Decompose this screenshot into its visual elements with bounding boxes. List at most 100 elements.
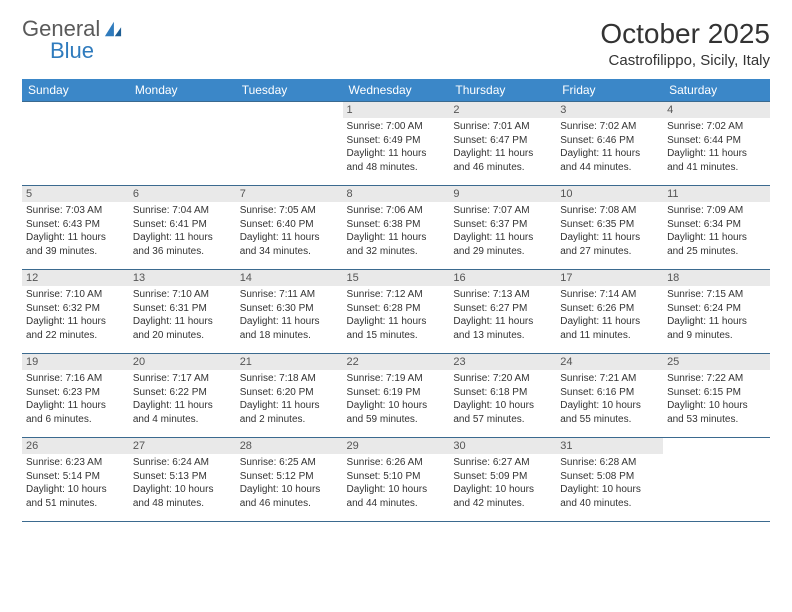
day-number: 12 xyxy=(22,270,129,286)
day-cell xyxy=(663,438,770,522)
sunset-text: Sunset: 6:24 PM xyxy=(667,302,766,316)
day-number: 17 xyxy=(556,270,663,286)
daylight-text: Daylight: 11 hours and 39 minutes. xyxy=(26,231,125,258)
day-details: Sunrise: 7:10 AMSunset: 6:31 PMDaylight:… xyxy=(133,288,232,342)
daylight-text: Daylight: 11 hours and 44 minutes. xyxy=(560,147,659,174)
sunset-text: Sunset: 6:28 PM xyxy=(347,302,446,316)
sunset-text: Sunset: 6:37 PM xyxy=(453,218,552,232)
day-details: Sunrise: 7:17 AMSunset: 6:22 PMDaylight:… xyxy=(133,372,232,426)
location: Castrofilippo, Sicily, Italy xyxy=(600,52,770,69)
sunrise-text: Sunrise: 7:09 AM xyxy=(667,204,766,218)
day-number: 2 xyxy=(449,102,556,118)
day-number: 23 xyxy=(449,354,556,370)
daylight-text: Daylight: 10 hours and 51 minutes. xyxy=(26,483,125,510)
sunset-text: Sunset: 6:41 PM xyxy=(133,218,232,232)
day-number: 19 xyxy=(22,354,129,370)
daylight-text: Daylight: 10 hours and 42 minutes. xyxy=(453,483,552,510)
day-cell: 4Sunrise: 7:02 AMSunset: 6:44 PMDaylight… xyxy=(663,102,770,186)
sunset-text: Sunset: 6:15 PM xyxy=(667,386,766,400)
day-details: Sunrise: 7:18 AMSunset: 6:20 PMDaylight:… xyxy=(240,372,339,426)
day-number: 11 xyxy=(663,186,770,202)
col-saturday: Saturday xyxy=(663,79,770,102)
sunset-text: Sunset: 6:23 PM xyxy=(26,386,125,400)
week-row: 12Sunrise: 7:10 AMSunset: 6:32 PMDayligh… xyxy=(22,270,770,354)
day-details: Sunrise: 7:16 AMSunset: 6:23 PMDaylight:… xyxy=(26,372,125,426)
day-cell: 28Sunrise: 6:25 AMSunset: 5:12 PMDayligh… xyxy=(236,438,343,522)
day-details: Sunrise: 7:15 AMSunset: 6:24 PMDaylight:… xyxy=(667,288,766,342)
sunrise-text: Sunrise: 7:13 AM xyxy=(453,288,552,302)
day-number: 30 xyxy=(449,438,556,454)
day-cell: 2 Sunrise: 7:01 AMSunset: 6:47 PMDaylight… xyxy=(449,102,556,186)
week-row: 1Sunrise: 7:00 AMSunset: 6:49 PMDaylight… xyxy=(22,102,770,186)
day-cell: 29Sunrise: 6:26 AMSunset: 5:10 PMDayligh… xyxy=(343,438,450,522)
day-details: Sunrise: 7:09 AMSunset: 6:34 PMDaylight:… xyxy=(667,204,766,258)
week-row: 19 Sunrise: 7:16 AMSunset: 6:23 PMDayligh… xyxy=(22,354,770,438)
day-cell: 1Sunrise: 7:00 AMSunset: 6:49 PMDaylight… xyxy=(343,102,450,186)
sunrise-text: Sunrise: 6:24 AM xyxy=(133,456,232,470)
day-cell: 15Sunrise: 7:12 AMSunset: 6:28 PMDayligh… xyxy=(343,270,450,354)
day-number: 13 xyxy=(129,270,236,286)
daylight-text: Daylight: 10 hours and 40 minutes. xyxy=(560,483,659,510)
sunrise-text: Sunrise: 6:23 AM xyxy=(26,456,125,470)
sunset-text: Sunset: 6:27 PM xyxy=(453,302,552,316)
day-cell xyxy=(22,102,129,186)
day-number: 7 xyxy=(236,186,343,202)
col-thursday: Thursday xyxy=(449,79,556,102)
sunset-text: Sunset: 5:13 PM xyxy=(133,470,232,484)
sunrise-text: Sunrise: 7:21 AM xyxy=(560,372,659,386)
day-details: Sunrise: 7:00 AMSunset: 6:49 PMDaylight:… xyxy=(347,120,446,174)
col-sunday: Sunday xyxy=(22,79,129,102)
day-number: 10 xyxy=(556,186,663,202)
sunrise-text: Sunrise: 7:14 AM xyxy=(560,288,659,302)
sunset-text: Sunset: 6:40 PM xyxy=(240,218,339,232)
sunrise-text: Sunrise: 7:10 AM xyxy=(26,288,125,302)
day-cell xyxy=(129,102,236,186)
day-number: 5 xyxy=(22,186,129,202)
sunrise-text: Sunrise: 7:00 AM xyxy=(347,120,446,134)
day-number: 29 xyxy=(343,438,450,454)
sunrise-text: Sunrise: 7:07 AM xyxy=(453,204,552,218)
sunrise-text: Sunrise: 6:28 AM xyxy=(560,456,659,470)
day-details: Sunrise: 7:14 AMSunset: 6:26 PMDaylight:… xyxy=(560,288,659,342)
day-number: 3 xyxy=(556,102,663,118)
col-monday: Monday xyxy=(129,79,236,102)
sunrise-text: Sunrise: 7:19 AM xyxy=(347,372,446,386)
day-cell: 22Sunrise: 7:19 AMSunset: 6:19 PMDayligh… xyxy=(343,354,450,438)
day-details: Sunrise: 7:22 AMSunset: 6:15 PMDaylight:… xyxy=(667,372,766,426)
daylight-text: Daylight: 11 hours and 2 minutes. xyxy=(240,399,339,426)
day-details: Sunrise: 7:06 AMSunset: 6:38 PMDaylight:… xyxy=(347,204,446,258)
day-number: 22 xyxy=(343,354,450,370)
day-number: 25 xyxy=(663,354,770,370)
daylight-text: Daylight: 10 hours and 53 minutes. xyxy=(667,399,766,426)
sunrise-text: Sunrise: 7:10 AM xyxy=(133,288,232,302)
day-cell: 13 Sunrise: 7:10 AMSunset: 6:31 PMDayligh… xyxy=(129,270,236,354)
sunrise-text: Sunrise: 6:26 AM xyxy=(347,456,446,470)
sunset-text: Sunset: 6:30 PM xyxy=(240,302,339,316)
day-cell: 14Sunrise: 7:11 AMSunset: 6:30 PMDayligh… xyxy=(236,270,343,354)
daylight-text: Daylight: 10 hours and 46 minutes. xyxy=(240,483,339,510)
daylight-text: Daylight: 11 hours and 18 minutes. xyxy=(240,315,339,342)
sunset-text: Sunset: 6:47 PM xyxy=(453,134,552,148)
day-cell: 30Sunrise: 6:27 AMSunset: 5:09 PMDayligh… xyxy=(449,438,556,522)
day-cell: 10Sunrise: 7:08 AMSunset: 6:35 PMDayligh… xyxy=(556,186,663,270)
sunrise-text: Sunrise: 7:03 AM xyxy=(26,204,125,218)
day-cell: 26Sunrise: 6:23 AMSunset: 5:14 PMDayligh… xyxy=(22,438,129,522)
day-details: Sunrise: 7:07 AMSunset: 6:37 PMDaylight:… xyxy=(453,204,552,258)
daylight-text: Daylight: 11 hours and 4 minutes. xyxy=(133,399,232,426)
sunrise-text: Sunrise: 7:11 AM xyxy=(240,288,339,302)
daylight-text: Daylight: 11 hours and 20 minutes. xyxy=(133,315,232,342)
daylight-text: Daylight: 10 hours and 59 minutes. xyxy=(347,399,446,426)
sunrise-text: Sunrise: 7:04 AM xyxy=(133,204,232,218)
sunset-text: Sunset: 6:34 PM xyxy=(667,218,766,232)
day-cell: 12Sunrise: 7:10 AMSunset: 6:32 PMDayligh… xyxy=(22,270,129,354)
day-number: 18 xyxy=(663,270,770,286)
day-details: Sunrise: 7:01 AMSunset: 6:47 PMDaylight:… xyxy=(453,120,552,174)
title-block: October 2025 Castrofilippo, Sicily, Ital… xyxy=(600,18,770,69)
sunrise-text: Sunrise: 7:01 AM xyxy=(453,120,552,134)
day-cell: 9Sunrise: 7:07 AMSunset: 6:37 PMDaylight… xyxy=(449,186,556,270)
sunrise-text: Sunrise: 6:27 AM xyxy=(453,456,552,470)
day-details: Sunrise: 6:24 AMSunset: 5:13 PMDaylight:… xyxy=(133,456,232,510)
col-friday: Friday xyxy=(556,79,663,102)
day-cell: 3Sunrise: 7:02 AMSunset: 6:46 PMDaylight… xyxy=(556,102,663,186)
daylight-text: Daylight: 10 hours and 55 minutes. xyxy=(560,399,659,426)
